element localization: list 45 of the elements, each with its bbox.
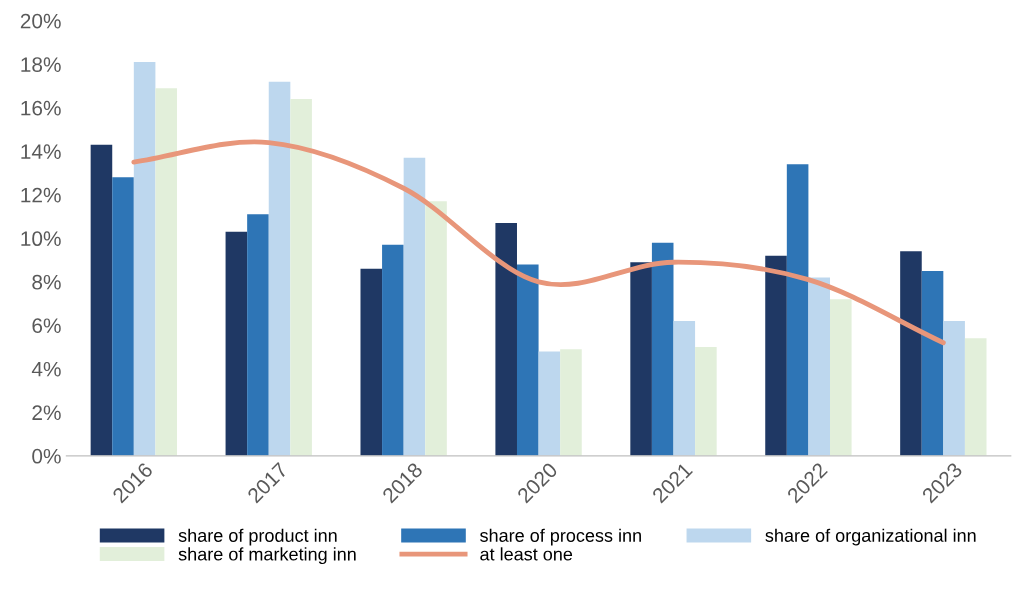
bar [425,201,447,456]
bar [830,299,852,456]
bar [516,264,539,456]
bar [964,338,987,456]
bar [155,88,177,456]
bar [630,262,652,456]
bar [651,242,674,456]
y-tick-label: 18% [21,57,61,72]
bar [943,320,965,456]
bar [360,268,383,456]
bar [225,231,248,456]
bar [382,244,404,456]
y-tick-label: 2% [32,405,61,420]
y-tick-label: 6% [32,318,61,334]
bar [921,270,944,456]
legend-label: share of process inn [480,528,641,546]
legend-label: share of marketing inn [178,547,356,565]
bar [673,320,696,456]
y-tick-label: 20% [20,13,61,29]
bar [247,214,269,456]
y-tick-label: 10% [21,231,61,247]
bar [268,81,291,456]
y-tick-label: 8% [32,274,61,290]
bar [133,62,156,456]
line-series [131,139,946,346]
y-tick-label: 4% [31,361,61,377]
legend-label: share of organizational inn [765,528,976,546]
y-tick-label: 14% [21,144,61,159]
y-tick-label: 0% [32,448,61,464]
bar [90,144,113,456]
bar [403,157,426,456]
y-tick-label: 12% [21,187,61,203]
bar [695,347,717,456]
bar [112,177,134,456]
bar [900,251,922,456]
bar [495,223,517,456]
bar [786,164,809,456]
bar [290,99,312,456]
y-tick-label: 16% [21,100,61,116]
bar [765,255,787,456]
bar [560,349,582,456]
legend-label: at least one [480,547,573,561]
bar [808,277,830,456]
bar [538,351,561,456]
legend-label: share of product inn [178,528,337,546]
